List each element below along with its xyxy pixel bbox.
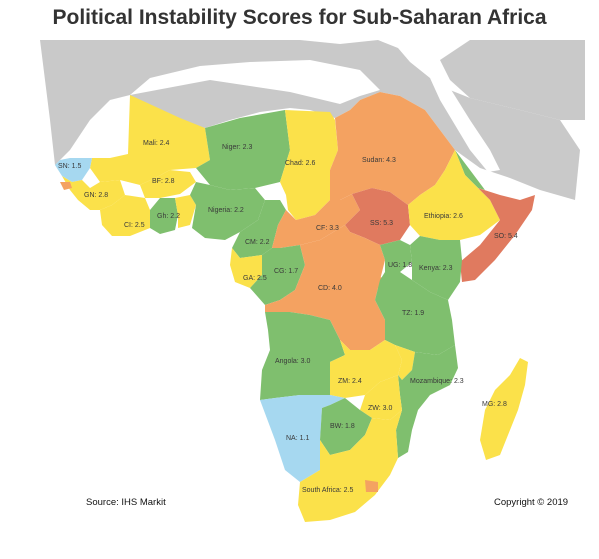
country-guinea-bissau[interactable] (60, 182, 72, 190)
label-nigeria: Nigeria: 2.2 (208, 207, 244, 214)
red-sea (430, 78, 500, 172)
label-ghana: Gh: 2.2 (157, 213, 180, 220)
country-tanzania[interactable] (375, 272, 455, 355)
country-botswana[interactable] (320, 398, 372, 455)
country-sudan[interactable] (330, 92, 455, 205)
country-gabon[interactable] (230, 248, 262, 288)
country-drc[interactable] (265, 225, 385, 350)
label-gabon: GA: 2.5 (243, 275, 267, 282)
country-chad[interactable] (280, 110, 338, 220)
country-kenya[interactable] (410, 236, 462, 300)
country-mozambique[interactable] (396, 345, 458, 458)
country-cotedivoire[interactable] (100, 195, 150, 236)
country-car[interactable] (272, 194, 360, 248)
map-title: Political Instability Scores for Sub-Sah… (52, 6, 547, 29)
label-tanzania: TZ: 1.9 (402, 310, 424, 317)
label-ethiopia: Ethiopia: 2.6 (424, 213, 463, 220)
country-senegal[interactable] (55, 158, 92, 182)
country-burkina[interactable] (140, 170, 196, 198)
country-nigeria[interactable] (190, 182, 265, 240)
copyright-note: Copyright © 2019 (494, 497, 569, 508)
country-angola[interactable] (260, 312, 345, 400)
label-kenya: Kenya: 2.3 (419, 265, 453, 272)
country-madagascar[interactable] (480, 358, 528, 460)
label-mozambique: Mozambique: 2.3 (410, 378, 464, 385)
label-cotedivoire: CI: 2.5 (124, 222, 145, 229)
label-niger: Niger: 2.3 (222, 144, 252, 151)
label-car: CF: 3.3 (316, 225, 339, 232)
label-zimbabwe: ZW: 3.0 (368, 405, 392, 412)
country-cameroon[interactable] (232, 200, 286, 258)
label-senegal: SN: 1.5 (58, 163, 81, 170)
country-uganda[interactable] (380, 240, 412, 272)
label-congo: CG: 1.7 (274, 268, 298, 275)
label-namibia: NA: 1.1 (286, 435, 309, 442)
country-congo[interactable] (250, 245, 305, 305)
country-namibia[interactable] (260, 395, 345, 482)
label-mali: Mali: 2.4 (143, 140, 170, 147)
country-lesotho[interactable] (365, 480, 378, 492)
country-eritrea[interactable] (455, 150, 485, 190)
country-somalia[interactable] (460, 188, 535, 282)
country-ghana[interactable] (150, 198, 178, 234)
background-land-east (440, 40, 585, 120)
label-southsudan: SS: 5.3 (370, 220, 393, 227)
country-niger[interactable] (196, 110, 290, 190)
label-zambia: ZM: 2.4 (338, 378, 362, 385)
label-botswana: BW: 1.8 (330, 423, 355, 430)
label-drc: CD: 4.0 (318, 285, 342, 292)
mediterranean-sea (130, 60, 380, 104)
label-uganda: UG: 1.8 (388, 262, 412, 269)
label-guinea: GN: 2.8 (84, 192, 108, 199)
source-note: Source: IHS Markit (86, 497, 166, 508)
country-zambia[interactable] (330, 340, 402, 398)
country-mali[interactable] (90, 95, 210, 185)
label-burkina: BF: 2.8 (152, 178, 175, 185)
label-chad: Chad: 2.6 (285, 160, 315, 167)
label-sudan: Sudan: 4.3 (362, 157, 396, 164)
country-malawi[interactable] (395, 345, 415, 380)
label-madagascar: MG: 2.8 (482, 401, 507, 408)
country-southafrica[interactable] (298, 410, 402, 522)
country-togo-benin[interactable] (175, 195, 196, 228)
country-ethiopia[interactable] (408, 150, 500, 240)
label-cameroon: CM: 2.2 (245, 239, 270, 246)
country-southsudan[interactable] (345, 188, 410, 245)
label-southafrica: South Africa: 2.5 (302, 487, 353, 494)
label-angola: Angola: 3.0 (275, 358, 311, 365)
country-guinea[interactable] (62, 176, 125, 210)
label-somalia: SO: 5.4 (494, 233, 518, 240)
country-zimbabwe[interactable] (360, 375, 402, 420)
